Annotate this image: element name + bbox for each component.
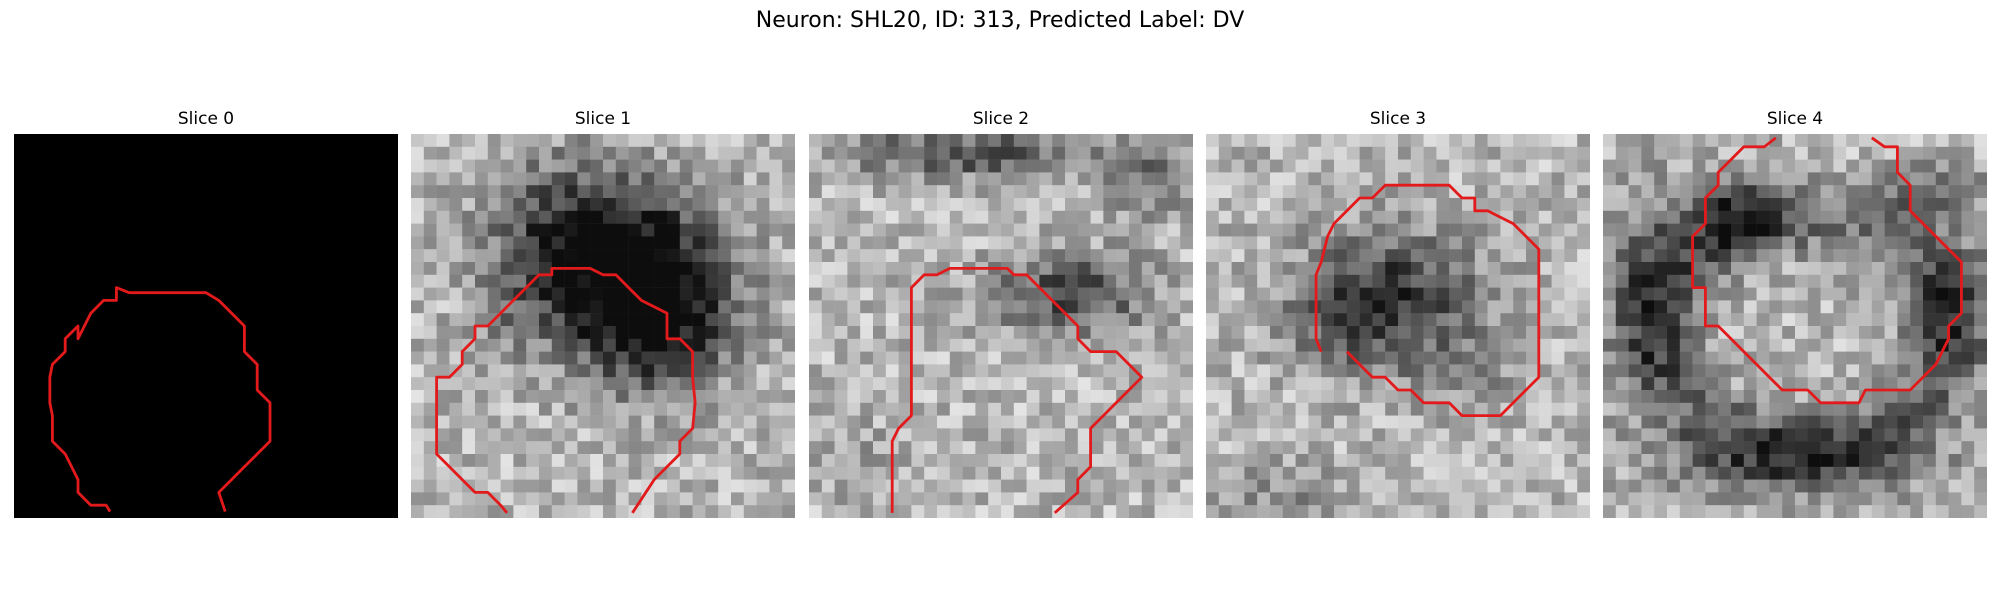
pixel-grid: [1603, 134, 1987, 518]
slice-title-4: Slice 4: [1766, 109, 1824, 129]
figure-title: Neuron: SHL20, ID: 313, Predicted Label:…: [755, 8, 1245, 33]
slice-panel-2: Slice 2: [809, 108, 1193, 518]
slice-panel-1: Slice 1: [411, 108, 795, 518]
slice-image-0: [14, 134, 398, 518]
neuron-contour: [1691, 136, 1963, 405]
slice-panel-4: Slice 4: [1603, 108, 1987, 518]
slice-title-3: Slice 3: [1369, 109, 1427, 129]
pixel-grid: [809, 134, 1193, 518]
neuron-contour: [435, 266, 697, 514]
black-background: [14, 134, 398, 518]
slice-title-2: Slice 2: [972, 109, 1030, 129]
slice-title-0: Slice 0: [177, 109, 235, 129]
slice-title-1: Slice 1: [574, 109, 632, 129]
pixel-grid: [411, 134, 795, 518]
neuron-contour: [48, 286, 272, 513]
neuron-contour: [1314, 183, 1541, 418]
slice-panel-0: Slice 0: [14, 108, 398, 518]
slice-image-3: [1206, 134, 1590, 518]
slice-panel-3: Slice 3: [1206, 108, 1590, 518]
slice-image-2: [809, 134, 1193, 518]
slice-image-4: [1603, 134, 1987, 518]
neuron-contour: [890, 266, 1144, 514]
slice-image-1: [411, 134, 795, 518]
pixel-grid: [1206, 134, 1590, 518]
